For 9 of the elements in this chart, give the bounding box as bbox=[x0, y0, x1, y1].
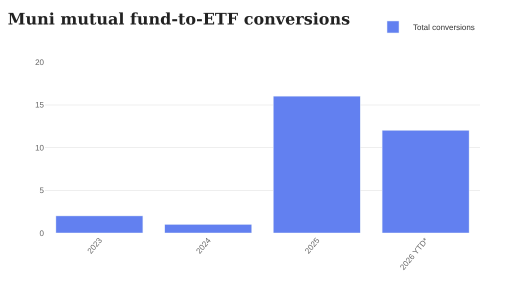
y-tick-label: 15 bbox=[35, 100, 45, 110]
y-tick-label: 10 bbox=[35, 143, 45, 152]
bar bbox=[164, 224, 252, 233]
legend-label: Total conversions bbox=[413, 23, 475, 32]
bar bbox=[56, 216, 144, 233]
y-tick-label: 0 bbox=[40, 228, 45, 238]
chart-title: Muni mutual fund-to-ETF conversions bbox=[8, 9, 350, 28]
y-tick-label: 20 bbox=[35, 58, 45, 67]
y-tick-label: 5 bbox=[40, 186, 45, 196]
